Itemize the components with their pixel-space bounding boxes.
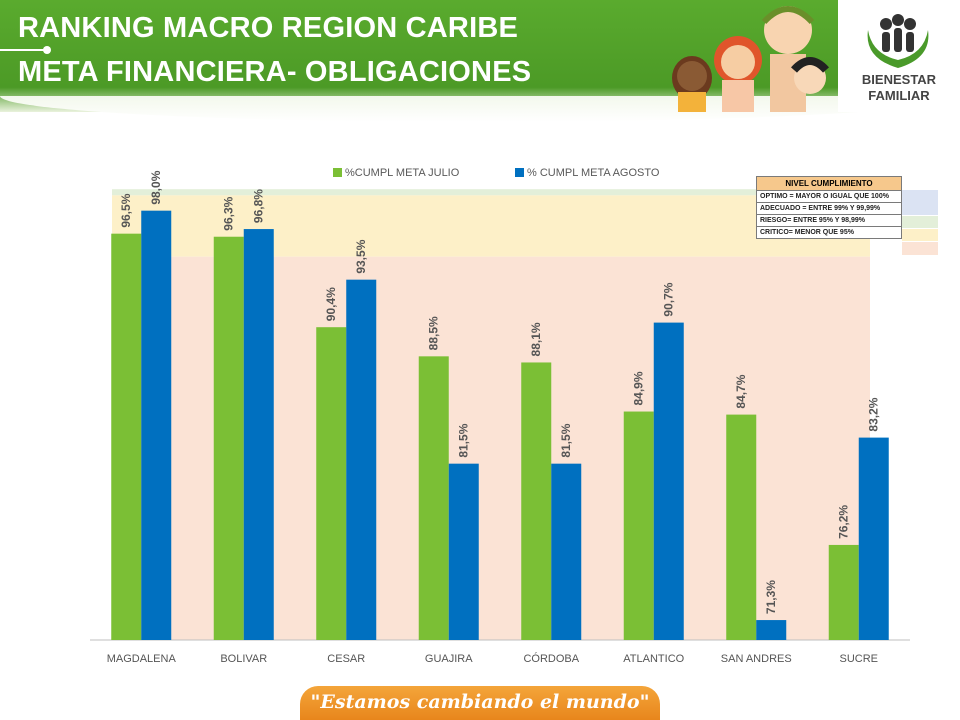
data-label-julio-5: 84,9% bbox=[632, 371, 646, 405]
compliance-table-header: NIVEL CUMPLIMIENTO bbox=[757, 177, 901, 191]
bienestar-familiar-logo-icon bbox=[867, 14, 929, 68]
legend-swatch-0 bbox=[333, 168, 342, 177]
x-tick-label-2: CESAR bbox=[327, 653, 365, 665]
bar-agosto-1 bbox=[243, 229, 274, 641]
data-label-agosto-2: 93,5% bbox=[354, 239, 368, 273]
bar-agosto-7 bbox=[858, 437, 889, 640]
compliance-row-optimo: OPTIMO = MAYOR O IGUAL QUE 100% bbox=[757, 191, 901, 203]
bar-julio-3 bbox=[418, 356, 449, 640]
footer-slogan: "Estamos cambiando el mundo" bbox=[310, 691, 650, 713]
data-label-julio-7: 76,2% bbox=[837, 505, 851, 539]
data-label-agosto-1: 96,8% bbox=[252, 189, 266, 223]
band-adecuado bbox=[112, 189, 870, 196]
compliance-row-adecuado: ADECUADO = ENTRE 99% Y 99,99% bbox=[757, 203, 901, 215]
bar-julio-6 bbox=[726, 414, 757, 640]
bar-agosto-0 bbox=[141, 210, 172, 640]
logo-text-line2: FAMILIAR bbox=[868, 88, 930, 103]
x-tick-label-7: SUCRE bbox=[839, 653, 878, 665]
swatch-critico bbox=[902, 242, 938, 255]
children-illustration bbox=[672, 6, 829, 112]
bar-agosto-4 bbox=[551, 463, 582, 640]
page-subtitle: META FINANCIERA- OBLIGACIONES bbox=[18, 56, 532, 88]
data-label-agosto-6: 71,3% bbox=[764, 580, 778, 614]
data-label-julio-6: 84,7% bbox=[734, 374, 748, 408]
data-label-agosto-4: 81,5% bbox=[559, 423, 573, 457]
data-label-julio-2: 90,4% bbox=[324, 287, 338, 321]
data-label-agosto-3: 81,5% bbox=[457, 423, 471, 457]
x-tick-label-1: BOLIVAR bbox=[220, 653, 267, 665]
x-tick-label-0: MAGDALENA bbox=[107, 653, 177, 665]
compliance-level-table: NIVEL CUMPLIMIENTO OPTIMO = MAYOR O IGUA… bbox=[756, 176, 902, 239]
data-label-agosto-0: 98,0% bbox=[149, 170, 163, 204]
bar-julio-1 bbox=[213, 236, 244, 640]
bar-julio-4 bbox=[521, 362, 552, 640]
bar-agosto-3 bbox=[448, 463, 479, 640]
data-label-julio-0: 96,5% bbox=[119, 193, 133, 227]
footer-slogan-banner: "Estamos cambiando el mundo" bbox=[300, 686, 660, 720]
legend-swatch-1 bbox=[515, 168, 524, 177]
legend-label-0: %CUMPL META JULIO bbox=[345, 167, 460, 179]
page-title: RANKING MACRO REGION CARIBE bbox=[18, 12, 519, 44]
title-accent-dot bbox=[43, 46, 51, 54]
data-label-agosto-7: 83,2% bbox=[867, 397, 881, 431]
compliance-row-critico: CRITICO= MENOR QUE 95% bbox=[760, 229, 854, 236]
bar-julio-0 bbox=[111, 233, 142, 640]
legend-label-1: % CUMPL META AGOSTO bbox=[527, 167, 660, 179]
swatch-riesgo bbox=[902, 229, 938, 241]
logo-panel: BIENESTAR FAMILIAR bbox=[838, 0, 960, 112]
data-label-agosto-5: 90,7% bbox=[662, 282, 676, 316]
swatch-adecuado bbox=[902, 216, 938, 228]
x-tick-label-4: CÓRDOBA bbox=[523, 652, 579, 665]
compliance-row-riesgo: RIESGO= ENTRE 95% Y 98,99% bbox=[757, 215, 901, 227]
x-tick-label-5: ATLANTICO bbox=[623, 653, 684, 665]
bar-agosto-5 bbox=[653, 322, 684, 640]
bar-julio-7 bbox=[828, 544, 859, 640]
swatch-optimo bbox=[902, 190, 938, 215]
logo-text-line1: BIENESTAR bbox=[861, 72, 937, 87]
title-accent-line bbox=[0, 49, 46, 51]
x-tick-label-3: GUAJIRA bbox=[425, 653, 473, 665]
data-label-julio-4: 88,1% bbox=[529, 322, 543, 356]
x-tick-label-6: SAN ANDRES bbox=[721, 653, 792, 665]
data-label-julio-3: 88,5% bbox=[427, 316, 441, 350]
bar-agosto-2 bbox=[346, 279, 377, 640]
data-label-julio-1: 96,3% bbox=[222, 196, 236, 230]
bar-julio-5 bbox=[623, 411, 654, 640]
bar-julio-2 bbox=[316, 327, 347, 640]
bar-agosto-6 bbox=[756, 620, 787, 640]
